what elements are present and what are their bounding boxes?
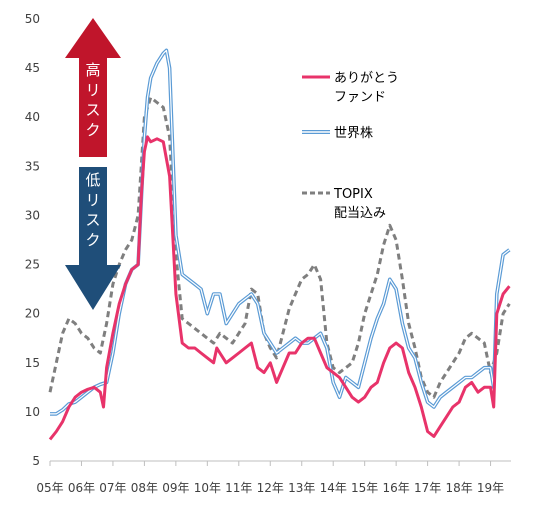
low-risk-label: 低リスク [85, 171, 100, 249]
x-tick-label: 18年 [445, 481, 472, 495]
x-tick-label: 19年 [477, 481, 504, 495]
x-tick-label: 05年 [36, 481, 63, 495]
x-tick-label: 16年 [383, 481, 410, 495]
y-tick-label: 40 [25, 110, 40, 124]
x-tick-label: 10年 [194, 481, 221, 495]
y-tick-label: 25 [25, 258, 40, 272]
x-tick-label: 06年 [68, 481, 95, 495]
legend-label-world-stock: 世界株 [334, 126, 373, 141]
chart-series-lines [48, 48, 511, 441]
y-tick-label: 35 [25, 159, 40, 173]
x-tick-label: 11年 [225, 481, 252, 495]
x-tick-label: 15年 [351, 481, 378, 495]
series-line-arigatou-fund [48, 135, 511, 441]
y-tick-label: 45 [25, 61, 40, 75]
legend-label-arigatou-fund: ありがとうファンド [334, 71, 399, 105]
chart-axes: 5 10 15 20 25 30 35 40 45 50 05年 06年 07年 08年 09年 10年 11年… [25, 12, 511, 495]
x-tick-label: 17年 [414, 481, 441, 495]
legend: ありがとうファンド 世界株 TOPIX 配当込み [302, 71, 399, 221]
down-arrow-icon [65, 167, 121, 310]
series-line-world-stock [50, 48, 511, 416]
x-tick-label: 07年 [99, 481, 126, 495]
x-tick-label: 13年 [288, 481, 315, 495]
legend-item-topix: TOPIX 配当込み [302, 187, 386, 221]
x-tick-label: 09年 [162, 481, 189, 495]
series-line-world-stock-inner [50, 49, 510, 415]
y-tick-label: 20 [25, 307, 40, 321]
x-tick-label: 14年 [320, 481, 347, 495]
y-tick-label: 30 [25, 208, 40, 222]
y-tick-label: 5 [32, 454, 40, 468]
series-line-topix [48, 96, 511, 399]
legend-item-world-stock: 世界株 [302, 126, 373, 141]
y-tick-label: 50 [25, 12, 40, 26]
high-risk-arrow: 高リスク [65, 18, 121, 157]
up-arrow-icon [65, 18, 121, 157]
y-tick-label: 10 [25, 405, 40, 419]
legend-label-topix: TOPIX 配当込み [333, 187, 386, 221]
high-risk-label: 高リスク [85, 61, 100, 139]
legend-item-arigatou-fund: ありがとうファンド [302, 71, 399, 105]
low-risk-arrow: 低リスク [65, 167, 121, 310]
x-tick-label: 12年 [257, 481, 284, 495]
x-tick-label: 08年 [131, 481, 158, 495]
y-tick-label: 15 [25, 356, 40, 370]
